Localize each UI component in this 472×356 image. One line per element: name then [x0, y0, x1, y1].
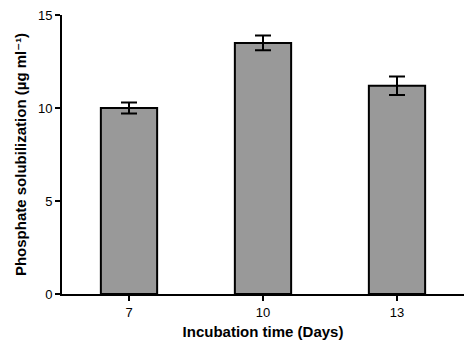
svg-text:5: 5 [45, 194, 52, 209]
svg-text:0: 0 [45, 287, 52, 302]
svg-text:7: 7 [125, 305, 132, 320]
svg-text:Phosphate solubilization (µg m: Phosphate solubilization (µg ml⁻¹) [12, 33, 29, 276]
svg-text:10: 10 [38, 101, 52, 116]
svg-text:15: 15 [38, 8, 52, 23]
svg-text:Incubation time (Days): Incubation time (Days) [183, 323, 344, 340]
svg-text:13: 13 [390, 305, 404, 320]
svg-text:10: 10 [256, 305, 270, 320]
